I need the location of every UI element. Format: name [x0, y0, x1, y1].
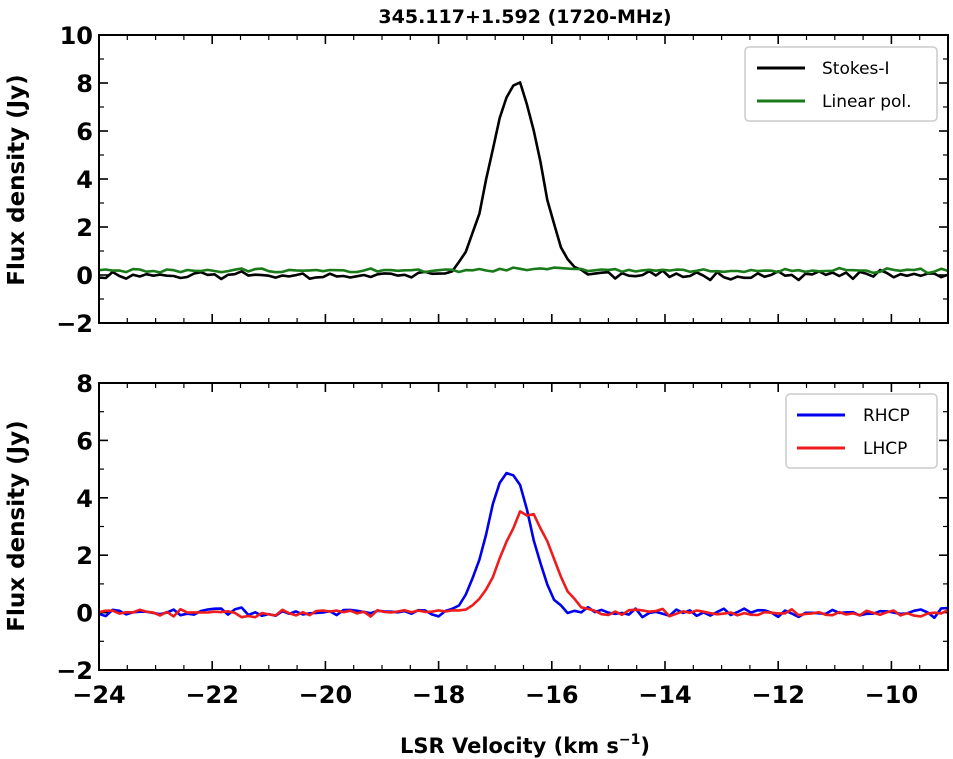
x-axis-label: LSR Velocity (km s−1)	[400, 732, 650, 758]
y-tick-label: 0	[76, 262, 93, 290]
bottom-series-group	[98, 471, 949, 620]
chart-title: 345.117+1.592 (1720-MHz)	[378, 6, 671, 28]
y-tick-label: 6	[76, 427, 93, 455]
x-tick-label: −10	[865, 681, 919, 709]
legend-label-lhcp: LHCP	[863, 439, 907, 459]
x-tick-label: −22	[185, 681, 239, 709]
legend-label-linear-pol: Linear pol.	[822, 92, 912, 112]
y-tick-label: 4	[76, 166, 93, 194]
top-panel: Flux density (Jy) −2 0 2 4 6 8 10 Stokes-I Lin…	[4, 22, 949, 338]
y-tick-label: 8	[76, 370, 93, 398]
y-tick-label: 2	[76, 214, 93, 242]
y-tick-label: 0	[76, 600, 93, 628]
y-tick-label: 8	[76, 70, 93, 98]
top-series-group	[98, 81, 949, 282]
top-ticks: −2 0 2 4 6 8 10	[56, 22, 949, 338]
x-tick-label: −12	[751, 681, 805, 709]
bottom-plot-frame	[98, 382, 949, 671]
y-tick-label: −2	[56, 310, 93, 338]
y-tick-label: 2	[76, 542, 93, 570]
series-line-rhcp	[98, 471, 949, 620]
legend-label-stokes-i: Stokes-I	[822, 59, 890, 79]
top-legend: Stokes-I Linear pol.	[744, 46, 938, 122]
x-tick-label: −16	[525, 681, 579, 709]
x-tick-label: −14	[638, 681, 692, 709]
series-line-linear-pol	[98, 266, 949, 275]
x-tick-label: −18	[412, 681, 466, 709]
top-plot-frame	[98, 34, 949, 324]
bottom-legend: RHCP LHCP	[785, 393, 938, 469]
y-tick-label: 6	[76, 118, 93, 146]
series-line-stokes-i	[98, 81, 949, 282]
top-y-axis-label: Flux density (Jy)	[4, 74, 30, 285]
bottom-y-axis-label: Flux density (Jy)	[4, 420, 30, 631]
y-tick-label: 10	[60, 22, 93, 50]
legend-label-rhcp: RHCP	[863, 406, 910, 426]
series-line-lhcp	[98, 510, 949, 619]
x-tick-label: −20	[299, 681, 353, 709]
y-tick-label: −2	[56, 657, 93, 685]
y-tick-label: 4	[76, 485, 93, 513]
x-tick-label: −24	[72, 681, 126, 709]
bottom-legend-box	[785, 393, 938, 469]
